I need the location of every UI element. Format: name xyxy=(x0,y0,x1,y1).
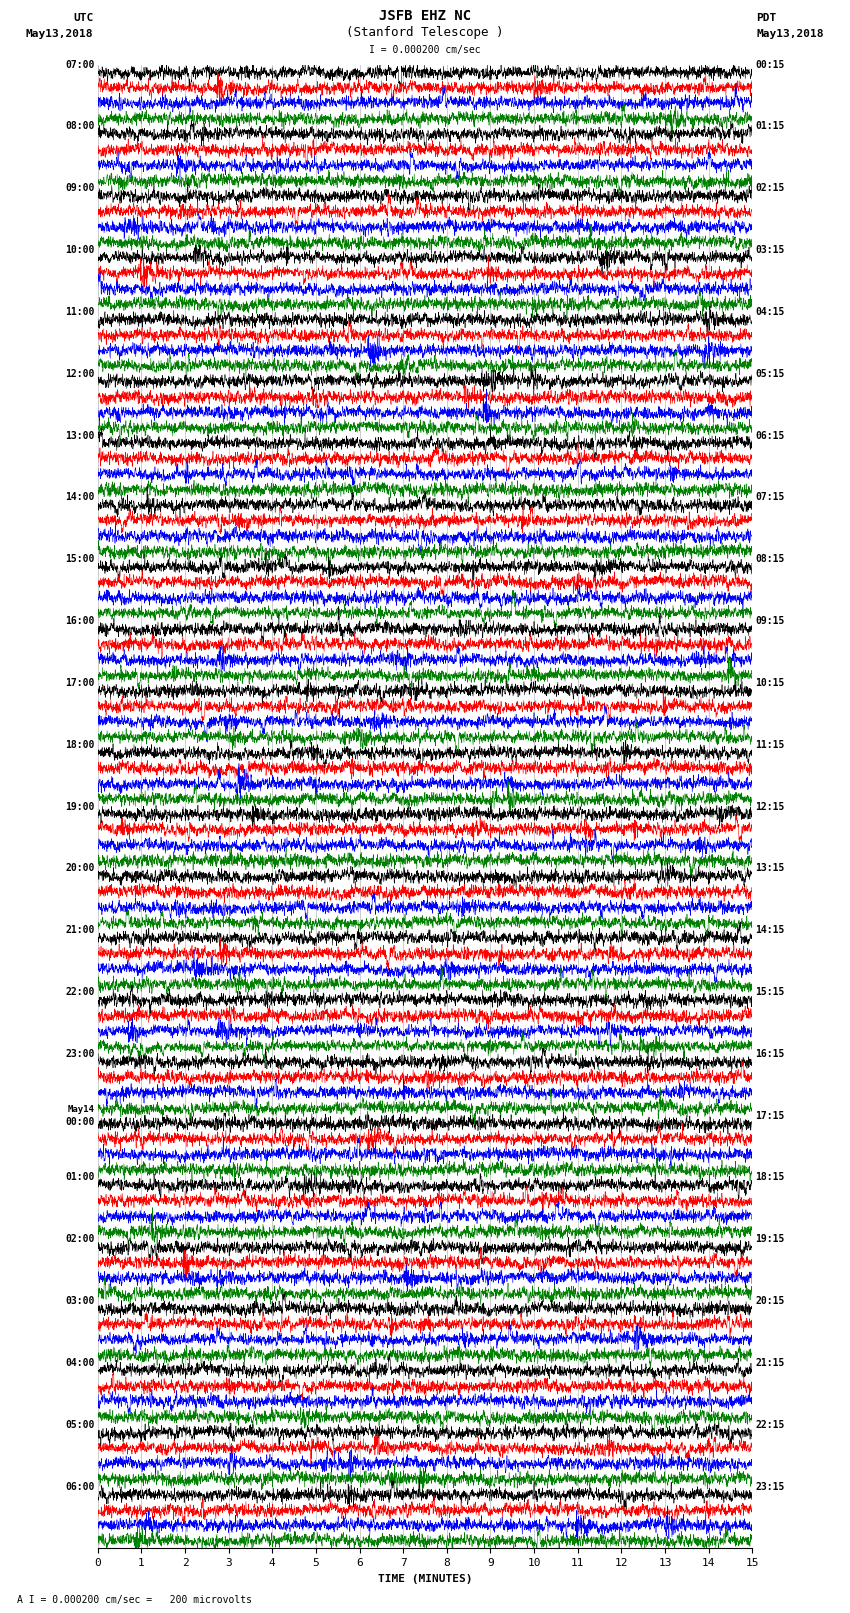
Text: 07:15: 07:15 xyxy=(756,492,785,502)
Text: 16:15: 16:15 xyxy=(756,1048,785,1058)
Text: 11:15: 11:15 xyxy=(756,740,785,750)
Text: 18:15: 18:15 xyxy=(756,1173,785,1182)
Text: 23:15: 23:15 xyxy=(756,1482,785,1492)
Text: May13,2018: May13,2018 xyxy=(756,29,824,39)
Text: UTC: UTC xyxy=(73,13,94,23)
Text: 16:00: 16:00 xyxy=(65,616,94,626)
Text: JSFB EHZ NC: JSFB EHZ NC xyxy=(379,8,471,23)
Text: 14:15: 14:15 xyxy=(756,926,785,936)
Text: May14: May14 xyxy=(68,1105,94,1115)
Text: I = 0.000200 cm/sec: I = 0.000200 cm/sec xyxy=(369,45,481,55)
Text: 03:15: 03:15 xyxy=(756,245,785,255)
Text: 17:15: 17:15 xyxy=(756,1111,785,1121)
Text: 13:00: 13:00 xyxy=(65,431,94,440)
Text: (Stanford Telescope ): (Stanford Telescope ) xyxy=(346,26,504,39)
Text: 12:15: 12:15 xyxy=(756,802,785,811)
Text: 05:00: 05:00 xyxy=(65,1419,94,1429)
Text: 09:00: 09:00 xyxy=(65,184,94,194)
Text: 15:15: 15:15 xyxy=(756,987,785,997)
Text: 22:00: 22:00 xyxy=(65,987,94,997)
Text: 04:15: 04:15 xyxy=(756,306,785,316)
Text: 06:15: 06:15 xyxy=(756,431,785,440)
Text: 17:00: 17:00 xyxy=(65,677,94,687)
Text: 20:15: 20:15 xyxy=(756,1297,785,1307)
Text: 21:00: 21:00 xyxy=(65,926,94,936)
Text: May13,2018: May13,2018 xyxy=(26,29,94,39)
Text: 19:15: 19:15 xyxy=(756,1234,785,1244)
Text: 20:00: 20:00 xyxy=(65,863,94,873)
Text: 10:15: 10:15 xyxy=(756,677,785,687)
Text: 07:00: 07:00 xyxy=(65,60,94,69)
Text: 15:00: 15:00 xyxy=(65,555,94,565)
Text: 01:00: 01:00 xyxy=(65,1173,94,1182)
Text: 19:00: 19:00 xyxy=(65,802,94,811)
X-axis label: TIME (MINUTES): TIME (MINUTES) xyxy=(377,1574,473,1584)
Text: 02:15: 02:15 xyxy=(756,184,785,194)
Text: 10:00: 10:00 xyxy=(65,245,94,255)
Text: 22:15: 22:15 xyxy=(756,1419,785,1429)
Text: 04:00: 04:00 xyxy=(65,1358,94,1368)
Text: PDT: PDT xyxy=(756,13,777,23)
Text: 21:15: 21:15 xyxy=(756,1358,785,1368)
Text: 12:00: 12:00 xyxy=(65,369,94,379)
Text: 08:15: 08:15 xyxy=(756,555,785,565)
Text: 08:00: 08:00 xyxy=(65,121,94,131)
Text: 03:00: 03:00 xyxy=(65,1297,94,1307)
Text: 06:00: 06:00 xyxy=(65,1482,94,1492)
Text: 02:00: 02:00 xyxy=(65,1234,94,1244)
Text: 00:15: 00:15 xyxy=(756,60,785,69)
Text: 01:15: 01:15 xyxy=(756,121,785,131)
Text: A I = 0.000200 cm/sec =   200 microvolts: A I = 0.000200 cm/sec = 200 microvolts xyxy=(17,1595,252,1605)
Text: 00:00: 00:00 xyxy=(65,1118,94,1127)
Text: 09:15: 09:15 xyxy=(756,616,785,626)
Text: 14:00: 14:00 xyxy=(65,492,94,502)
Text: 05:15: 05:15 xyxy=(756,369,785,379)
Text: 23:00: 23:00 xyxy=(65,1048,94,1058)
Text: 13:15: 13:15 xyxy=(756,863,785,873)
Text: 11:00: 11:00 xyxy=(65,306,94,316)
Text: 18:00: 18:00 xyxy=(65,740,94,750)
